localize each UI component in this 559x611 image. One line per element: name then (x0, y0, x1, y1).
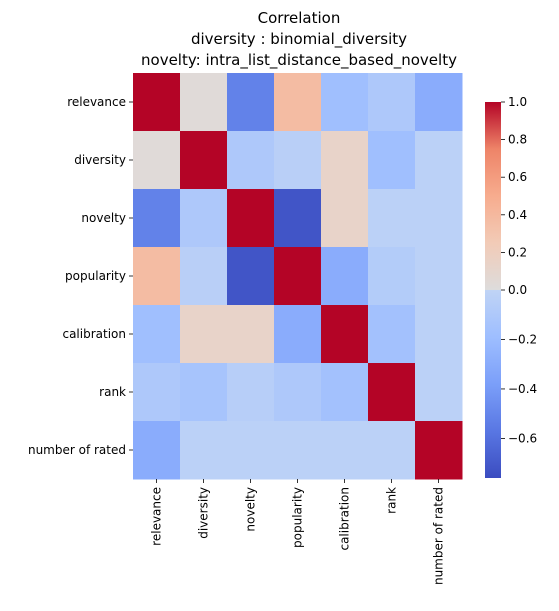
heatmap-cell (274, 131, 322, 190)
heatmap-cell (133, 305, 181, 364)
heatmap-cell (133, 189, 181, 248)
column-label: novelty (244, 487, 258, 532)
title-line-1: Correlation (258, 9, 341, 27)
heatmap-cell (227, 247, 275, 306)
heatmap-cell (274, 305, 322, 364)
heatmap-cell (227, 305, 275, 364)
colorbar-tick-label: −0.6 (508, 431, 537, 445)
column-label: number of rated (432, 487, 446, 585)
heatmap-cell (321, 131, 369, 190)
title-line-3: novelty: intra_list_distance_based_novel… (141, 51, 457, 70)
heatmap-cell (227, 73, 275, 132)
heatmap-cell (227, 131, 275, 190)
heatmap-cell (368, 73, 416, 132)
chart-title: Correlation diversity : binomial_diversi… (141, 9, 457, 70)
heatmap-cell (133, 421, 181, 480)
row-label: number of rated (28, 443, 126, 457)
heatmap-cell (321, 247, 369, 306)
heatmap-cell (180, 421, 228, 480)
heatmap-cells (133, 73, 463, 480)
colorbar-gradient (485, 102, 501, 478)
heatmap-cell (415, 189, 463, 248)
heatmap-cell (321, 363, 369, 422)
heatmap-cell (274, 247, 322, 306)
heatmap-cell (180, 131, 228, 190)
column-label: rank (385, 487, 399, 514)
heatmap-cell (133, 247, 181, 306)
row-label: novelty (81, 211, 126, 225)
colorbar: 1.0 0.8 0.6 0.4 0.2 0.0 −0.2 −0.4 −0.6 (485, 95, 537, 478)
colorbar-tick-label: −0.4 (508, 382, 537, 396)
column-label: relevance (150, 487, 164, 546)
heatmap-cell (415, 131, 463, 190)
column-label: popularity (291, 487, 305, 548)
heatmap-cell (321, 189, 369, 248)
heatmap-cell (321, 421, 369, 480)
heatmap-cell (227, 421, 275, 480)
heatmap-cell (133, 131, 181, 190)
column-label: calibration (338, 487, 352, 551)
heatmap-cell (321, 305, 369, 364)
column-labels: relevance diversity novelty popularity calib… (150, 479, 446, 585)
heatmap-cell (415, 247, 463, 306)
colorbar-tick-label: 1.0 (508, 95, 527, 109)
heatmap-cell (274, 421, 322, 480)
colorbar-tick-label: 0.0 (508, 283, 527, 297)
row-label: rank (99, 385, 126, 399)
heatmap-cell (180, 247, 228, 306)
heatmap-cell (415, 421, 463, 480)
colorbar-ticks: 1.0 0.8 0.6 0.4 0.2 0.0 −0.2 −0.4 −0.6 (501, 95, 537, 445)
heatmap-cell (368, 305, 416, 364)
heatmap-cell (415, 73, 463, 132)
heatmap-cell (368, 363, 416, 422)
heatmap-cell (180, 189, 228, 248)
row-label: popularity (65, 269, 126, 283)
colorbar-tick-label: 0.8 (508, 133, 527, 147)
title-line-2: diversity : binomial_diversity (191, 30, 407, 49)
row-labels: relevance diversity novelty popularity calib… (28, 95, 133, 457)
heatmap-cell (133, 73, 181, 132)
heatmap-cell (180, 305, 228, 364)
heatmap-cell (368, 189, 416, 248)
heatmap-cell (274, 73, 322, 132)
heatmap-cell (368, 247, 416, 306)
heatmap-cell (180, 363, 228, 422)
colorbar-tick-label: 0.6 (508, 170, 527, 184)
heatmap-cell (227, 363, 275, 422)
heatmap-cell (415, 363, 463, 422)
heatmap-cell (274, 189, 322, 248)
heatmap-cell (274, 363, 322, 422)
heatmap-cell (227, 189, 275, 248)
row-label: relevance (67, 95, 126, 109)
colorbar-tick-label: 0.4 (508, 208, 527, 222)
heatmap-cell (368, 421, 416, 480)
heatmap-cell (321, 73, 369, 132)
column-label: diversity (197, 487, 211, 539)
heatmap-cell (133, 363, 181, 422)
heatmap-cell (368, 131, 416, 190)
colorbar-tick-label: 0.2 (508, 245, 527, 259)
colorbar-tick-label: −0.2 (508, 332, 537, 346)
row-label: diversity (74, 153, 126, 167)
row-label: calibration (62, 327, 126, 341)
heatmap-cell (415, 305, 463, 364)
heatmap-cell (180, 73, 228, 132)
